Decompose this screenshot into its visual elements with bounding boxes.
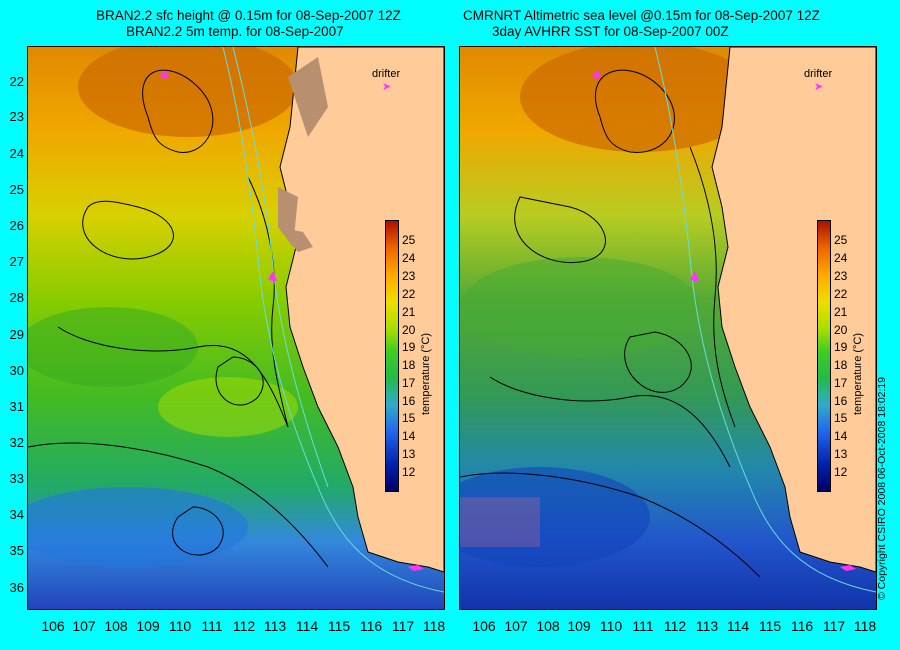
lon-label: 107: [72, 618, 96, 634]
colorbar-tick: 18: [834, 358, 848, 372]
lat-label: 35: [9, 543, 24, 558]
right-title-line2: 3day AVHRR SST for 08-Sep-2007 00Z: [492, 24, 729, 39]
lon-label: 106: [41, 618, 65, 634]
colorbar-tick: 24: [834, 251, 848, 265]
lon-label: 112: [663, 618, 687, 634]
left-drifter-legend: drifter ➤: [372, 68, 400, 93]
colorbar-tick: 19: [402, 340, 416, 354]
lat-label: 29: [9, 327, 24, 342]
lat-label: 28: [9, 290, 24, 305]
right-drifter-tracks: [592, 71, 856, 571]
lon-label: 109: [567, 618, 591, 634]
right-map-graphic: [460, 47, 876, 609]
colorbar-tick: 25: [834, 233, 848, 247]
left-map-panel: [27, 46, 445, 610]
lat-label: 34: [9, 507, 24, 522]
lon-label: 113: [695, 618, 719, 634]
lon-label: 115: [327, 618, 351, 634]
left-title-line1: BRAN2.2 sfc height @ 0.15m for 08-Sep-20…: [96, 8, 401, 23]
right-colorbar-unit: temperature (°C): [852, 332, 864, 415]
lon-label: 110: [599, 618, 623, 634]
lat-label: 30: [9, 363, 24, 378]
colorbar-tick: 13: [402, 447, 416, 461]
drifter-arrow-icon: ➤: [382, 81, 392, 93]
colorbar-tick: 16: [402, 394, 416, 408]
drifter-legend-label: drifter: [372, 68, 401, 80]
lon-label: 112: [232, 618, 256, 634]
lat-label: 33: [9, 471, 24, 486]
lat-label: 36: [9, 580, 24, 595]
colorbar-tick: 14: [402, 429, 416, 443]
colorbar-tick: 17: [834, 376, 848, 390]
right-title-line1: CMRNRT Altimetric sea level @0.15m for 0…: [463, 8, 820, 23]
lon-label: 117: [822, 618, 846, 634]
colorbar-tick: 16: [834, 394, 848, 408]
lat-label: 22: [9, 74, 24, 89]
colorbar-tick: 15: [402, 411, 416, 425]
lat-label: 24: [9, 146, 24, 161]
drifter-arrow-icon: ➤: [814, 81, 824, 93]
right-map-panel: [459, 46, 877, 610]
lon-label: 110: [168, 618, 192, 634]
colorbar-tick: 22: [834, 287, 848, 301]
lon-label: 116: [790, 618, 814, 634]
colorbar-tick: 15: [834, 411, 848, 425]
lon-label: 117: [391, 618, 415, 634]
lon-label: 118: [422, 618, 446, 634]
colorbar-tick: 20: [402, 323, 416, 337]
copyright-text: © Copyright CSIRO 2008 06-Oct-2008 18:02…: [876, 376, 888, 600]
colorbar-tick: 18: [402, 358, 416, 372]
lat-label: 31: [9, 399, 24, 414]
left-colorbar: [385, 220, 399, 492]
lon-label: 107: [504, 618, 528, 634]
lat-label: 27: [9, 254, 24, 269]
colorbar-tick: 24: [402, 251, 416, 265]
lat-label: 32: [9, 435, 24, 450]
colorbar-tick: 21: [834, 305, 848, 319]
drifter-legend-label: drifter: [804, 68, 833, 80]
colorbar-tick: 21: [402, 305, 416, 319]
colorbar-tick: 25: [402, 233, 416, 247]
lat-label: 25: [9, 182, 24, 197]
colorbar-tick: 19: [834, 340, 848, 354]
lon-label: 109: [136, 618, 160, 634]
left-colorbar-unit: temperature (°C): [420, 332, 432, 415]
colorbar-tick: 23: [834, 269, 848, 283]
lon-label: 118: [853, 618, 877, 634]
colorbar-tick: 17: [402, 376, 416, 390]
lon-label: 113: [263, 618, 287, 634]
right-drifter-legend: drifter ➤: [804, 68, 832, 93]
lon-label: 106: [472, 618, 496, 634]
lon-label: 111: [632, 618, 654, 634]
lon-label: 114: [726, 618, 750, 634]
lon-label: 108: [104, 618, 128, 634]
colorbar-tick: 13: [834, 447, 848, 461]
colorbar-tick: 20: [834, 323, 848, 337]
lon-label: 111: [201, 618, 223, 634]
left-drifter-tracks: [160, 71, 424, 571]
colorbar-tick: 22: [402, 287, 416, 301]
colorbar-tick: 12: [402, 465, 416, 479]
right-colorbar: [817, 220, 831, 492]
lon-label: 108: [536, 618, 560, 634]
left-title-line2: BRAN2.2 5m temp. for 08-Sep-2007: [126, 24, 344, 39]
colorbar-tick: 12: [834, 465, 848, 479]
colorbar-tick: 23: [402, 269, 416, 283]
lat-label: 26: [9, 218, 24, 233]
lon-label: 116: [359, 618, 383, 634]
lat-label: 23: [9, 109, 24, 124]
lon-label: 114: [295, 618, 319, 634]
left-map-graphic: [28, 47, 444, 609]
colorbar-tick: 14: [834, 429, 848, 443]
lon-label: 115: [758, 618, 782, 634]
